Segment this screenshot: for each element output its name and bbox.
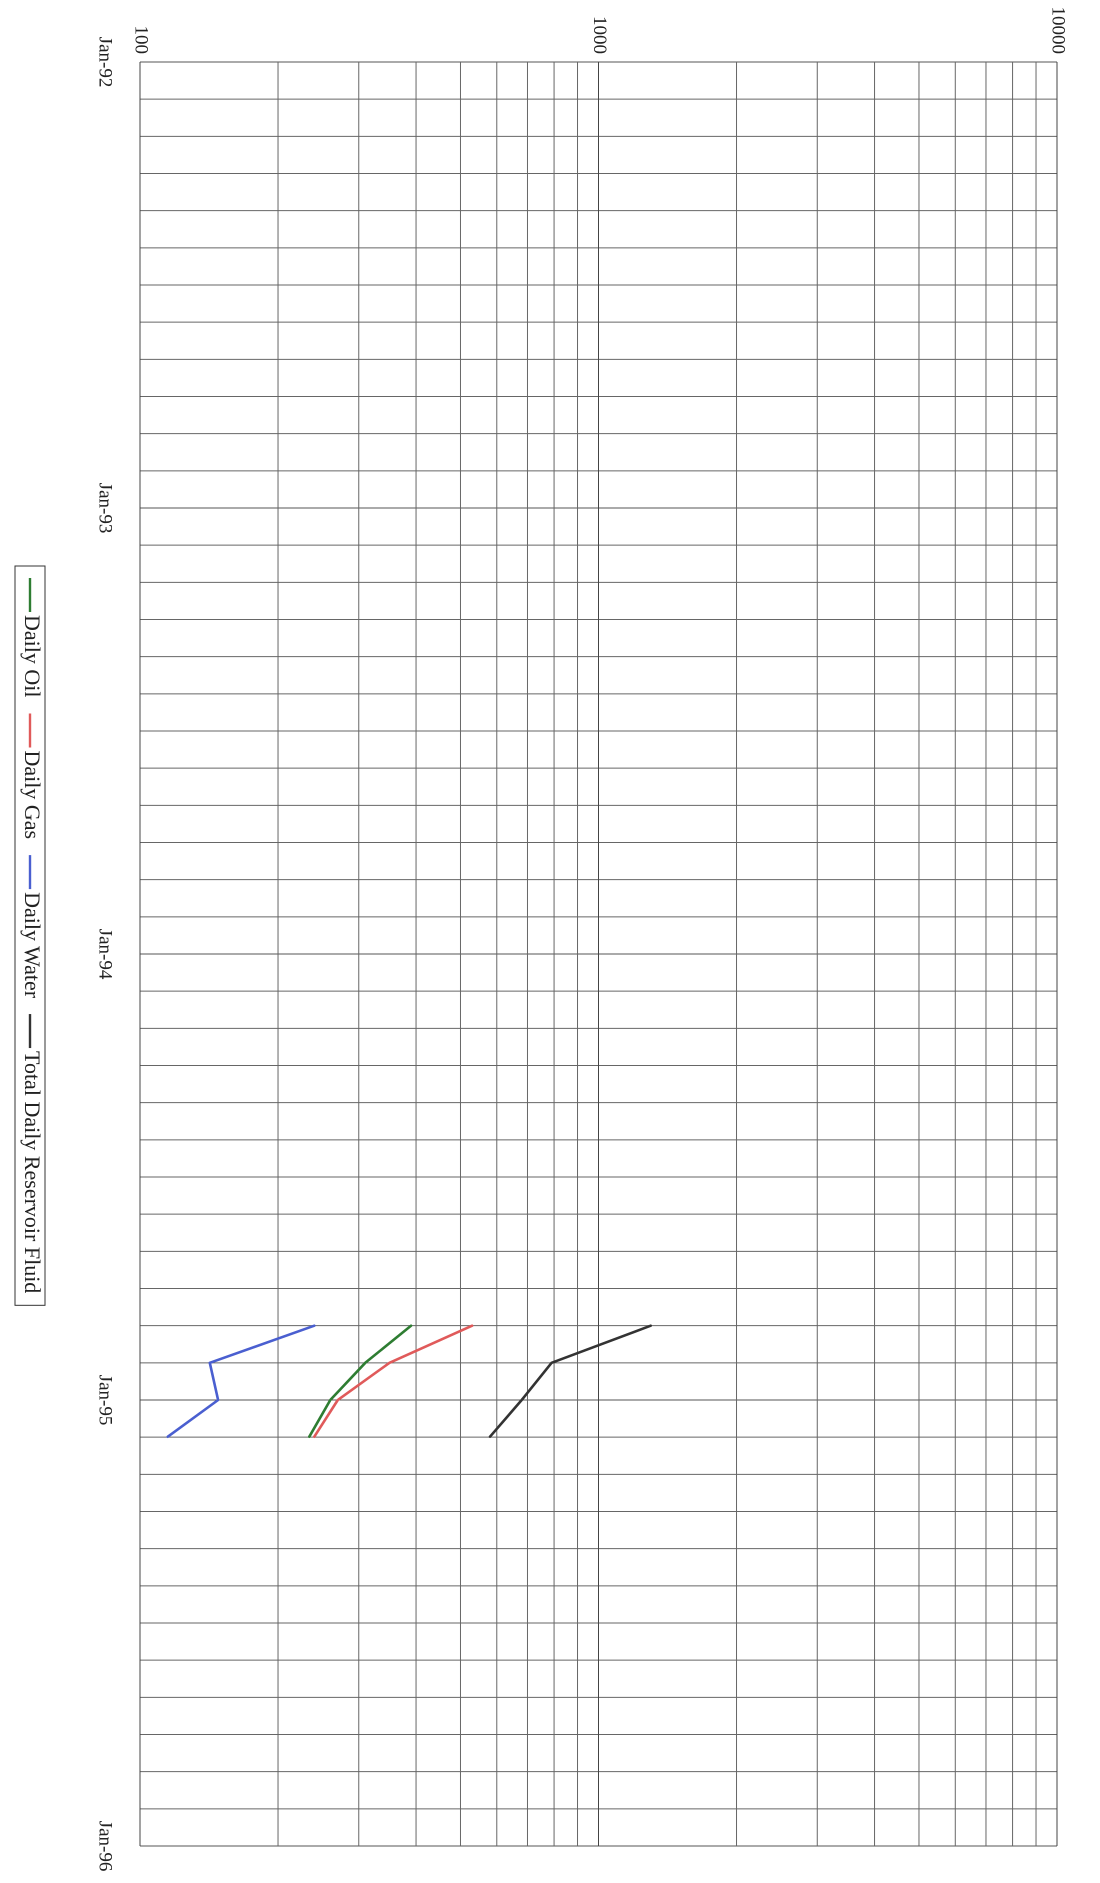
legend-label: Daily Oil: [20, 615, 45, 698]
legend-label: Daily Water: [20, 892, 45, 999]
date-tick-label: Jan-94: [95, 929, 116, 980]
chart-tick-labels: 100 1000 10000 Jan-92 Jan-93 Jan-94 Jan-95 Jan-…: [95, 7, 1069, 1872]
series-line: [488, 1324, 653, 1438]
chart-grid: [139, 61, 1058, 1847]
date-tick-label: Jan-93: [95, 483, 116, 534]
value-tick-label: 10000: [1048, 7, 1069, 55]
date-tick-label: Jan-92: [95, 37, 116, 88]
legend-label: Total Daily Reservoir Fluid: [20, 1051, 45, 1293]
chart-legend: Daily Oil Daily Gas Daily Water Total Daily…: [14, 565, 46, 1306]
series-line: [166, 1324, 316, 1438]
value-tick-label: 100: [131, 26, 152, 55]
chart-series: [166, 1324, 653, 1438]
legend-items: Daily Oil Daily Gas Daily Water Total Daily…: [14, 565, 46, 1306]
date-tick-label: Jan-95: [95, 1375, 116, 1426]
value-tick-label: 1000: [589, 16, 610, 54]
series-line: [307, 1324, 413, 1438]
legend-box: [14, 565, 46, 1306]
series-line: [312, 1324, 474, 1438]
date-tick-label: Jan-96: [95, 1821, 116, 1872]
legend-label: Daily Gas: [20, 751, 45, 840]
